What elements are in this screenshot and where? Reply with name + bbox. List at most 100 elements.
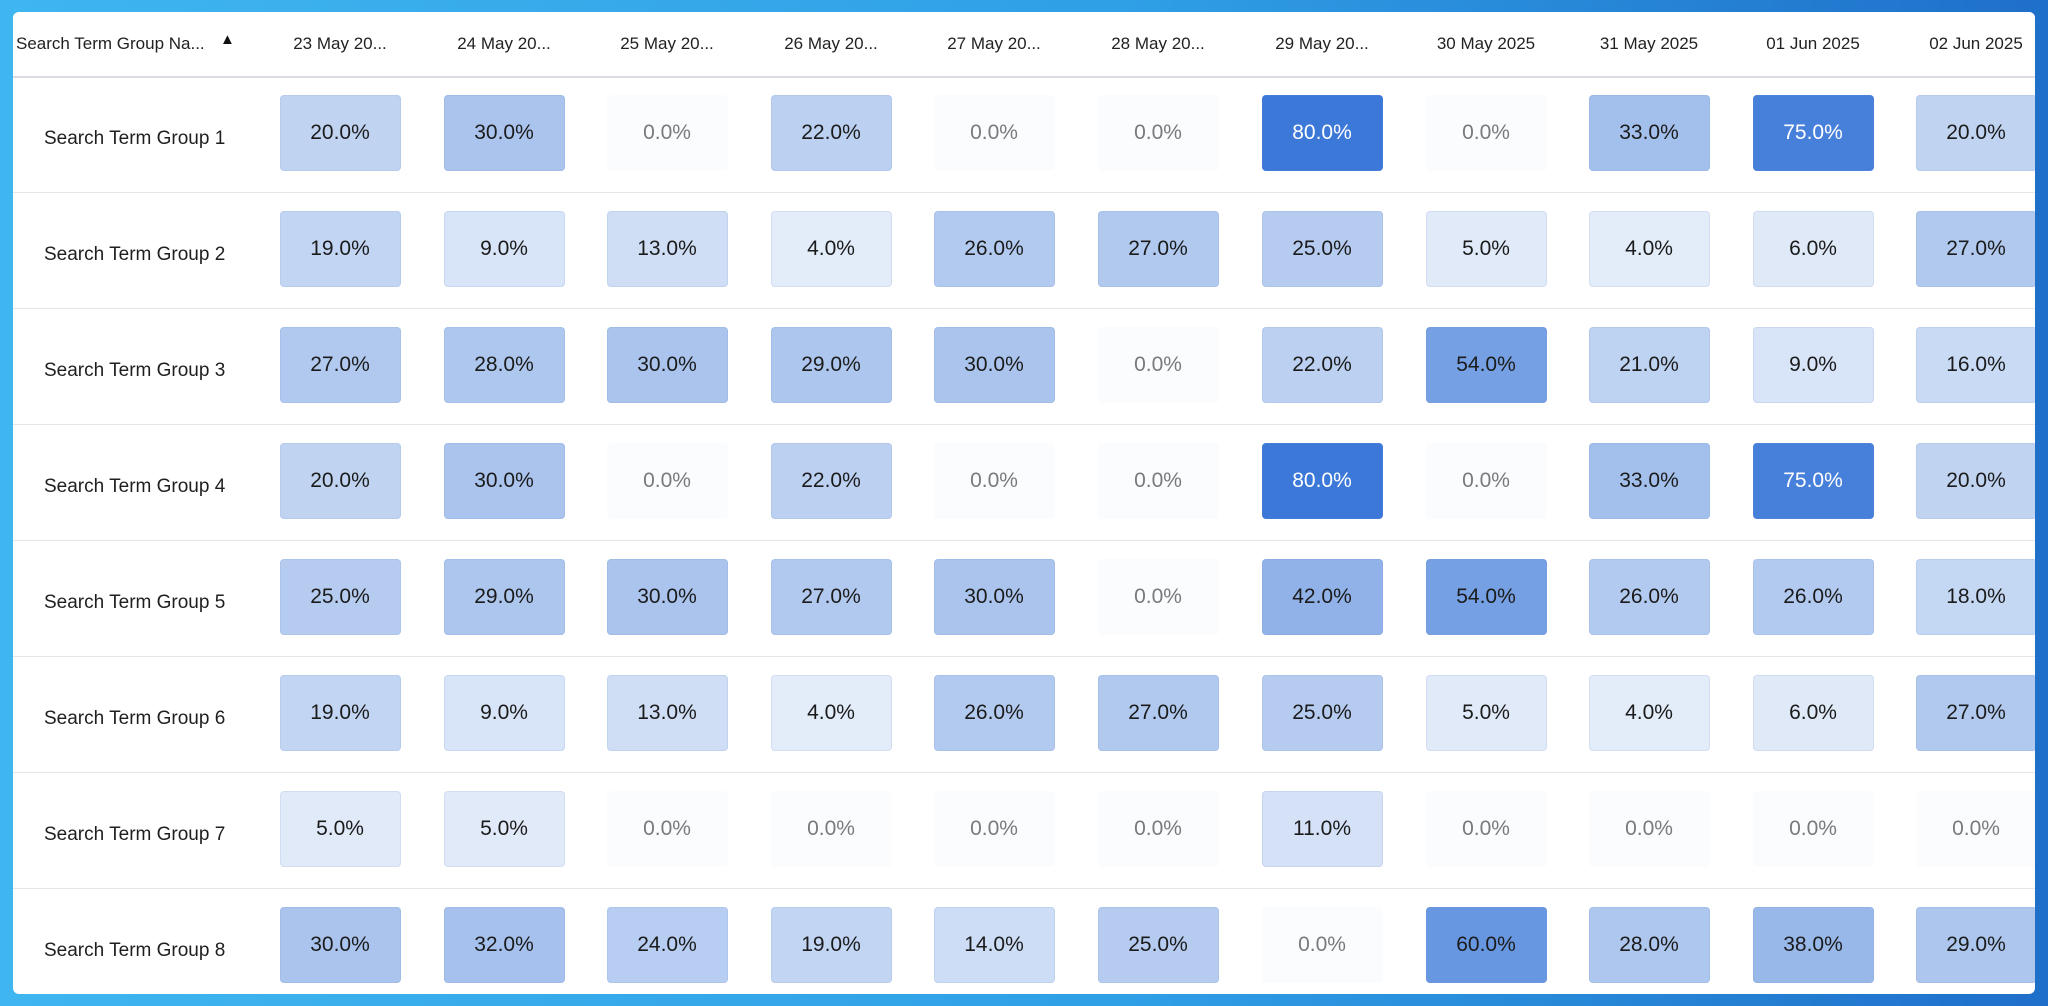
heatmap-cell[interactable]: 24.0%: [606, 907, 728, 983]
column-header-date[interactable]: 02 Jun 2025: [1929, 34, 2023, 53]
column-header-date[interactable]: 28 May 20...: [1111, 34, 1205, 53]
heatmap-cell[interactable]: 26.0%: [933, 675, 1055, 751]
heatmap-cell[interactable]: 28.0%: [1588, 907, 1710, 983]
heatmap-cell[interactable]: 0.0%: [1097, 327, 1219, 403]
heatmap-cell[interactable]: 27.0%: [1097, 675, 1219, 751]
heatmap-cell[interactable]: 4.0%: [1588, 211, 1710, 287]
heatmap-cell[interactable]: 5.0%: [1425, 211, 1547, 287]
heatmap-cell[interactable]: 19.0%: [770, 907, 892, 983]
heatmap-cell[interactable]: 33.0%: [1588, 95, 1710, 171]
heatmap-cell[interactable]: 22.0%: [770, 443, 892, 519]
heatmap-cell[interactable]: 0.0%: [933, 95, 1055, 171]
heatmap-cell[interactable]: 32.0%: [443, 907, 565, 983]
heatmap-cell[interactable]: 27.0%: [1915, 211, 2035, 287]
heatmap-cell[interactable]: 25.0%: [279, 559, 401, 635]
heatmap-cell[interactable]: 60.0%: [1425, 907, 1547, 983]
heatmap-cell[interactable]: 20.0%: [1915, 443, 2035, 519]
heatmap-cell[interactable]: 30.0%: [279, 907, 401, 983]
heatmap-cell[interactable]: 27.0%: [1097, 211, 1219, 287]
heatmap-cell[interactable]: 30.0%: [933, 559, 1055, 635]
heatmap-cell[interactable]: 33.0%: [1588, 443, 1710, 519]
heatmap-cell[interactable]: 16.0%: [1915, 327, 2035, 403]
heatmap-cell[interactable]: 42.0%: [1261, 559, 1383, 635]
column-header-date[interactable]: 27 May 20...: [947, 34, 1041, 53]
sort-ascending-icon[interactable]: ▲: [220, 31, 235, 48]
heatmap-cell[interactable]: 30.0%: [443, 443, 565, 519]
heatmap-cell[interactable]: 0.0%: [933, 443, 1055, 519]
heatmap-cell[interactable]: 29.0%: [1915, 907, 2035, 983]
heatmap-cell[interactable]: 0.0%: [933, 791, 1055, 867]
heatmap-cell[interactable]: 11.0%: [1261, 791, 1383, 867]
heatmap-cell[interactable]: 75.0%: [1752, 95, 1874, 171]
heatmap-cell[interactable]: 9.0%: [1752, 327, 1874, 403]
heatmap-cell[interactable]: 0.0%: [1097, 559, 1219, 635]
column-header-date[interactable]: 24 May 20...: [457, 34, 551, 53]
heatmap-cell[interactable]: 27.0%: [279, 327, 401, 403]
column-header-date[interactable]: 01 Jun 2025: [1766, 34, 1860, 53]
heatmap-cell[interactable]: 28.0%: [443, 327, 565, 403]
heatmap-cell[interactable]: 20.0%: [1915, 95, 2035, 171]
heatmap-cell[interactable]: 0.0%: [1097, 791, 1219, 867]
heatmap-cell[interactable]: 4.0%: [770, 211, 892, 287]
heatmap-cell[interactable]: 13.0%: [606, 211, 728, 287]
heatmap-cell[interactable]: 0.0%: [606, 95, 728, 171]
heatmap-cell[interactable]: 30.0%: [606, 559, 728, 635]
heatmap-cell[interactable]: 80.0%: [1261, 443, 1383, 519]
heatmap-cell[interactable]: 25.0%: [1261, 675, 1383, 751]
heatmap-cell[interactable]: 14.0%: [933, 907, 1055, 983]
column-header-date[interactable]: 25 May 20...: [620, 34, 714, 53]
heatmap-cell[interactable]: 0.0%: [606, 791, 728, 867]
heatmap-cell[interactable]: 29.0%: [443, 559, 565, 635]
heatmap-cell[interactable]: 20.0%: [279, 95, 401, 171]
heatmap-cell[interactable]: 0.0%: [606, 443, 728, 519]
heatmap-cell[interactable]: 0.0%: [1752, 791, 1874, 867]
heatmap-cell[interactable]: 30.0%: [606, 327, 728, 403]
heatmap-cell[interactable]: 5.0%: [279, 791, 401, 867]
heatmap-cell[interactable]: 26.0%: [1588, 559, 1710, 635]
heatmap-cell[interactable]: 0.0%: [1915, 791, 2035, 867]
heatmap-cell[interactable]: 30.0%: [933, 327, 1055, 403]
column-header-date[interactable]: 29 May 20...: [1275, 34, 1369, 53]
heatmap-cell[interactable]: 27.0%: [1915, 675, 2035, 751]
heatmap-cell[interactable]: 13.0%: [606, 675, 728, 751]
heatmap-cell[interactable]: 75.0%: [1752, 443, 1874, 519]
heatmap-cell[interactable]: 4.0%: [770, 675, 892, 751]
heatmap-cell[interactable]: 9.0%: [443, 211, 565, 287]
heatmap-cell[interactable]: 6.0%: [1752, 675, 1874, 751]
heatmap-cell[interactable]: 5.0%: [443, 791, 565, 867]
heatmap-cell[interactable]: 26.0%: [1752, 559, 1874, 635]
heatmap-cell[interactable]: 25.0%: [1261, 211, 1383, 287]
heatmap-cell[interactable]: 22.0%: [1261, 327, 1383, 403]
heatmap-cell[interactable]: 5.0%: [1425, 675, 1547, 751]
heatmap-cell[interactable]: 38.0%: [1752, 907, 1874, 983]
heatmap-cell[interactable]: 4.0%: [1588, 675, 1710, 751]
heatmap-cell[interactable]: 54.0%: [1425, 327, 1547, 403]
heatmap-cell[interactable]: 0.0%: [1425, 791, 1547, 867]
heatmap-cell[interactable]: 0.0%: [1261, 907, 1383, 983]
heatmap-cell[interactable]: 0.0%: [770, 791, 892, 867]
heatmap-cell[interactable]: 27.0%: [770, 559, 892, 635]
heatmap-cell[interactable]: 9.0%: [443, 675, 565, 751]
heatmap-cell[interactable]: 29.0%: [770, 327, 892, 403]
column-header-date[interactable]: 23 May 20...: [293, 34, 387, 53]
column-header-date[interactable]: 31 May 2025: [1599, 34, 1699, 53]
heatmap-cell[interactable]: 54.0%: [1425, 559, 1547, 635]
heatmap-cell[interactable]: 0.0%: [1425, 443, 1547, 519]
heatmap-cell[interactable]: 19.0%: [279, 211, 401, 287]
heatmap-cell[interactable]: 21.0%: [1588, 327, 1710, 403]
column-header-date[interactable]: 30 May 2025: [1436, 34, 1536, 53]
heatmap-cell[interactable]: 0.0%: [1425, 95, 1547, 171]
heatmap-cell[interactable]: 19.0%: [279, 675, 401, 751]
heatmap-cell[interactable]: 22.0%: [770, 95, 892, 171]
heatmap-cell[interactable]: 30.0%: [443, 95, 565, 171]
column-header-date[interactable]: 26 May 20...: [784, 34, 878, 53]
heatmap-cell[interactable]: 0.0%: [1588, 791, 1710, 867]
heatmap-cell[interactable]: 25.0%: [1097, 907, 1219, 983]
heatmap-cell[interactable]: 80.0%: [1261, 95, 1383, 171]
heatmap-cell[interactable]: 26.0%: [933, 211, 1055, 287]
heatmap-cell[interactable]: 0.0%: [1097, 95, 1219, 171]
heatmap-cell[interactable]: 18.0%: [1915, 559, 2035, 635]
heatmap-cell[interactable]: 6.0%: [1752, 211, 1874, 287]
heatmap-cell[interactable]: 0.0%: [1097, 443, 1219, 519]
column-header-search-term-group[interactable]: Search Term Group Na...: [16, 34, 205, 53]
